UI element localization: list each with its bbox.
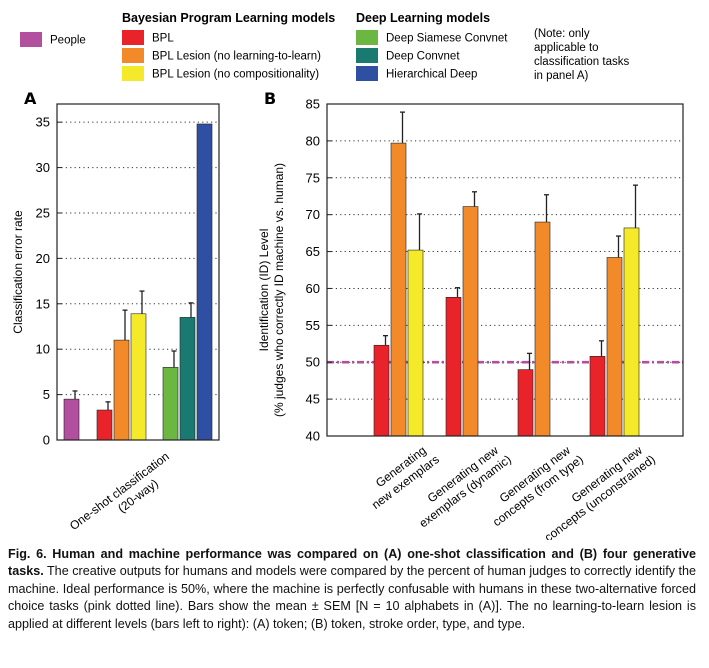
legend-label-convnet: Deep Convnet [386,51,460,63]
panel-letter-b: B [264,89,276,108]
legend-swatch-bpl_ltl [122,48,144,63]
figure-canvas: People BPL BPL Lesion (no learning-to-lear… [11,11,684,540]
bar-b-bpl_ltl [606,257,623,437]
panel-letter-a: A [24,89,37,108]
legend-label-hdeep: Hierarchical Deep [386,69,477,81]
legend: People BPL BPL Lesion (no learning-to-lear… [20,11,629,82]
bar-a-bpl_comp [130,313,147,441]
legend-label-bpl_comp: BPL Lesion (no compositionality) [152,69,319,81]
bar-b-bpl [373,344,390,437]
axes-frame-b [326,103,684,437]
bar-a-siamese [162,367,179,441]
y-axis-label-line: (% judges who correctly ID machine vs. h… [272,163,286,417]
bar-b-bpl [589,356,606,437]
legend-label-bpl: BPL [152,33,174,45]
legend-note-line: classification tasks [534,56,629,68]
bar-b-bpl_ltl [534,221,551,437]
x-category-label-a: One-shot classification(20-way) [67,449,181,540]
bar-b-bpl_ltl [462,206,479,437]
y-tick-label-b: 45 [306,392,320,407]
caption-title: Fig. 6. Human and machine performance wa… [8,547,696,579]
bar-a-hdeep [196,123,213,441]
figure-caption: Fig. 6. Human and machine performance wa… [8,546,696,633]
y-tick-label-a: 15 [36,296,50,311]
y-tick-label-b: 40 [306,429,320,444]
bar-a-bpl_ltl [113,339,130,441]
caption-body: The creative outputs for humans and mode… [8,564,696,631]
y-tick-label-a: 20 [36,251,50,266]
legend-note-line: (Note: only [534,28,590,40]
bar-b-bpl_comp [407,249,424,437]
bar-a-people [63,398,80,441]
y-tick-label-a: 25 [36,205,50,220]
y-tick-label-a: 35 [36,115,50,130]
y-tick-label-b: 65 [306,244,320,259]
bar-a-bpl [96,409,113,441]
axes-frame-a [56,103,220,441]
legend-swatch-bpl [122,30,144,45]
y-axis-label-b: Identification (ID) Level(% judges who c… [257,163,286,417]
x-category-label-line: One-shot classification [67,449,172,533]
y-tick-label-a: 0 [43,433,50,448]
y-tick-label-b: 55 [306,318,320,333]
legend-label-siamese: Deep Siamese Convnet [386,33,508,45]
y-axis-label-a: Classification error rate [11,210,25,334]
y-tick-label-b: 70 [306,207,320,222]
bar-a-convnet [179,317,196,441]
legend-swatch-convnet [356,48,378,63]
y-tick-label-a: 5 [43,387,50,402]
y-tick-label-b: 80 [306,133,320,148]
legend-swatch-hdeep [356,66,378,81]
y-axis-label-line: Identification (ID) Level [257,229,271,352]
legend-swatch-siamese [356,30,378,45]
legend-heading-deep: Deep Learning models [356,11,490,25]
bar-b-bpl [445,296,462,437]
y-tick-label-a: 30 [36,160,50,175]
y-tick-label-b: 50 [306,355,320,370]
legend-swatch-people [20,32,42,47]
y-tick-label-b: 75 [306,170,320,185]
legend-note-line: in panel A) [534,70,589,82]
panel-a: A 0 5 10 15 20 25 30 35 Classification error rate… [11,89,220,540]
bar-b-bpl_ltl [390,142,407,437]
legend-label-bpl_ltl: BPL Lesion (no learning-to-learn) [152,51,321,63]
legend-label-people: People [50,35,86,47]
y-tick-label-a: 10 [36,342,50,357]
bar-b-bpl [517,369,534,437]
legend-heading-bpl: Bayesian Program Learning models [122,11,335,25]
y-tick-label-b: 85 [306,97,320,112]
bar-b-bpl_comp [623,227,640,437]
y-tick-label-b: 60 [306,281,320,296]
legend-note-line: applicable to [534,42,599,54]
legend-swatch-bpl_comp [122,66,144,81]
